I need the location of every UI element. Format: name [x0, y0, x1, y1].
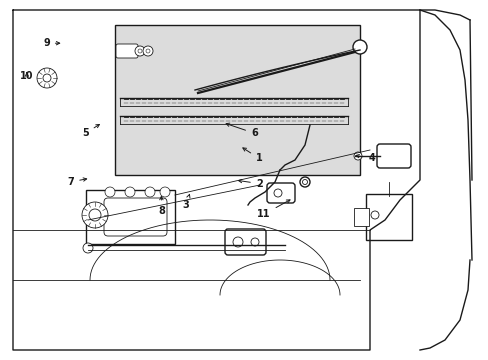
Circle shape [105, 187, 115, 197]
Circle shape [89, 209, 101, 221]
Circle shape [352, 40, 366, 54]
FancyBboxPatch shape [224, 229, 265, 255]
Circle shape [146, 49, 150, 53]
Text: 7: 7 [67, 177, 86, 187]
Circle shape [299, 177, 309, 187]
Circle shape [302, 180, 307, 184]
Text: 5: 5 [82, 125, 99, 138]
Circle shape [273, 189, 282, 197]
Circle shape [138, 49, 142, 53]
Circle shape [43, 74, 51, 82]
FancyBboxPatch shape [353, 208, 368, 226]
Circle shape [83, 243, 93, 253]
Text: 6: 6 [225, 123, 257, 138]
Text: 9: 9 [43, 38, 60, 48]
Circle shape [82, 202, 108, 228]
Circle shape [145, 187, 155, 197]
Circle shape [142, 46, 153, 56]
Text: 10: 10 [20, 71, 34, 81]
Circle shape [232, 237, 243, 247]
Text: 2: 2 [238, 179, 262, 189]
Circle shape [370, 211, 378, 219]
Text: 8: 8 [158, 197, 164, 216]
Text: 3: 3 [182, 194, 189, 210]
FancyBboxPatch shape [266, 183, 294, 203]
FancyBboxPatch shape [116, 44, 138, 58]
Circle shape [125, 187, 135, 197]
FancyBboxPatch shape [104, 198, 167, 236]
Text: 11: 11 [257, 200, 289, 219]
Polygon shape [115, 25, 359, 175]
Circle shape [250, 238, 259, 246]
Circle shape [37, 68, 57, 88]
FancyBboxPatch shape [365, 194, 411, 240]
Text: 4: 4 [355, 153, 374, 163]
Circle shape [160, 187, 170, 197]
Circle shape [353, 152, 361, 160]
FancyBboxPatch shape [86, 190, 175, 244]
Text: 1: 1 [243, 148, 262, 163]
Circle shape [135, 46, 145, 56]
FancyBboxPatch shape [376, 144, 410, 168]
